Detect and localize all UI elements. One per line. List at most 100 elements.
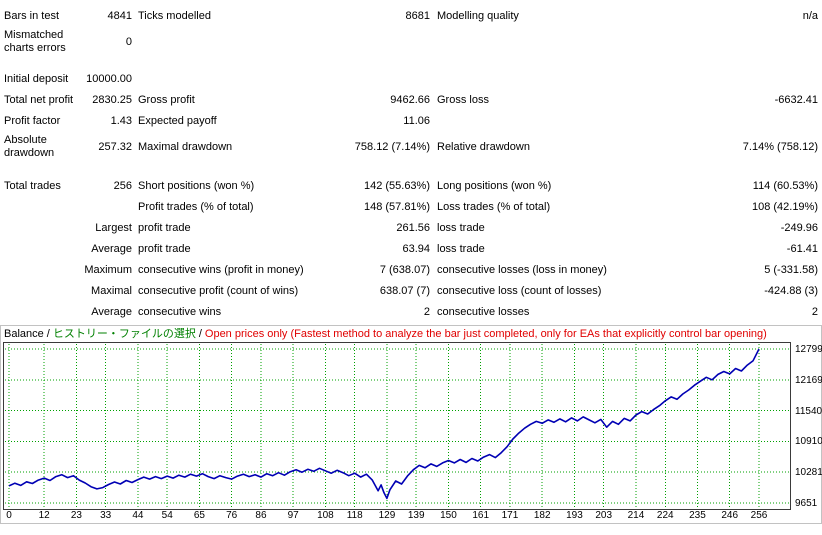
table-row: Profit factor 1.43 Expected payoff 11.06 bbox=[4, 111, 818, 132]
x-axis-label: 161 bbox=[472, 510, 490, 521]
y-axis-label: 9651 bbox=[795, 498, 818, 509]
x-axis-label: 86 bbox=[255, 510, 267, 521]
table-cell-l1 bbox=[4, 311, 76, 315]
table-cell-l1 bbox=[4, 269, 76, 273]
table-cell-l3: Relative drawdown bbox=[437, 140, 530, 153]
table-cell-v3: 7.14% (758.12) bbox=[742, 140, 818, 153]
table-cell-l1 bbox=[4, 290, 76, 294]
table-row: Initial deposit 10000.00 bbox=[4, 69, 818, 90]
chart-header: Balance / ヒストリー・ファイルの選択 / Open prices only (… bbox=[1, 326, 821, 342]
x-axis-label: 193 bbox=[566, 510, 583, 521]
table-cell-l1: Absolute drawdown bbox=[4, 134, 55, 159]
x-axis-label: 44 bbox=[132, 510, 144, 521]
table-cell-v1: 4841 bbox=[107, 10, 132, 22]
x-axis-label: 65 bbox=[193, 510, 205, 521]
table-cell-l2: consecutive wins (profit in money) bbox=[138, 264, 304, 276]
table-row: Total net profit 2830.25 Gross profit 9462.… bbox=[4, 90, 818, 111]
x-axis-label: 0 bbox=[6, 510, 12, 521]
table-cell-l2 bbox=[132, 78, 330, 82]
table-cell-v1: 257.32 bbox=[98, 140, 132, 153]
strategy-tester-report: Bars in test 4841 Ticks modelled 8681 Modell… bbox=[0, 6, 822, 524]
x-axis-label: 235 bbox=[689, 510, 706, 521]
table-cell-v3: -61.41 bbox=[786, 243, 818, 255]
table-cell-v1: Maximum bbox=[84, 264, 132, 276]
y-axis-label: 12799 bbox=[795, 344, 822, 355]
table-cell-l1: Total trades bbox=[4, 180, 61, 192]
table-cell-v2: 148 (57.81%) bbox=[363, 201, 430, 213]
x-axis-label: 171 bbox=[501, 510, 519, 521]
table-row: Absolute drawdown 257.32 Maximal drawdown 7… bbox=[4, 132, 818, 162]
table-row: Average consecutive wins 2 consecutive loss… bbox=[4, 302, 818, 323]
x-axis-label: 118 bbox=[346, 510, 363, 521]
table-cell-l2: Maximal drawdown bbox=[138, 140, 233, 153]
chart-note: Open prices only (Fastest method to anal… bbox=[204, 328, 767, 340]
balance-line bbox=[8, 348, 760, 500]
table-cell-v3: 108 (42.19%) bbox=[751, 201, 818, 213]
table-cell-l3 bbox=[430, 120, 640, 124]
table-cell-l3: consecutive loss (count of losses) bbox=[437, 285, 602, 297]
table-cell-l3: consecutive losses (loss in money) bbox=[437, 264, 607, 276]
table-cell-v2: 7 (638.07) bbox=[379, 264, 430, 276]
table-cell-l1 bbox=[4, 206, 76, 210]
x-axis-label: 76 bbox=[226, 510, 238, 521]
table-cell-v1: Maximal bbox=[91, 285, 132, 297]
table-cell-l2: Expected payoff bbox=[138, 115, 217, 127]
table-cell-v3: -249.96 bbox=[780, 222, 818, 234]
table-row: Total trades 256 Short positions (won %) 14… bbox=[4, 176, 818, 197]
chart-body: 12799 12169 11540 10910 10281 9651 bbox=[1, 342, 822, 510]
table-cell-v2: 63.94 bbox=[402, 243, 430, 255]
x-axis-label: 246 bbox=[721, 510, 739, 521]
table-cell-v1: 2830.25 bbox=[92, 94, 132, 106]
table-cell-v1 bbox=[76, 206, 132, 210]
x-axis-label: 224 bbox=[656, 510, 674, 521]
table-row: Bars in test 4841 Ticks modelled 8681 Modell… bbox=[4, 6, 818, 27]
table-cell-v3: -424.88 (3) bbox=[764, 285, 818, 297]
table-cell-l2: Gross profit bbox=[138, 94, 195, 106]
table-cell-v3: 114 (60.53%) bbox=[752, 180, 818, 192]
table-cell-v2 bbox=[330, 40, 430, 44]
table-cell-v1: 10000.00 bbox=[86, 73, 132, 85]
table-cell-l1: Mismatched charts errors bbox=[4, 29, 66, 54]
table-cell-v3 bbox=[640, 40, 818, 44]
x-axis-label: 54 bbox=[161, 510, 173, 521]
table-cell-l3: loss trade bbox=[437, 243, 485, 255]
x-axis-label: 256 bbox=[750, 510, 768, 521]
table-cell-v3: -6632.41 bbox=[774, 94, 818, 106]
table-cell-l3: Loss trades (% of total) bbox=[437, 201, 551, 213]
table-cell-v1: 1.43 bbox=[110, 115, 132, 127]
table-row: Profit trades (% of total) 148 (57.81%) Lo… bbox=[4, 197, 818, 218]
table-cell-l3: Modelling quality bbox=[437, 10, 519, 22]
table-row: Average profit trade 63.94 loss trade -61.41 bbox=[4, 239, 818, 260]
table-cell-l1: Profit factor bbox=[4, 115, 61, 127]
table-cell-l2: consecutive profit (count of wins) bbox=[138, 285, 299, 297]
x-axis-label: 129 bbox=[378, 510, 396, 521]
table-cell-l3 bbox=[430, 40, 640, 44]
table-cell-v2: 8681 bbox=[405, 10, 430, 22]
separator: / bbox=[46, 328, 50, 340]
table-row: Maximum consecutive wins (profit in money… bbox=[4, 260, 818, 281]
table-cell-v1: 256 bbox=[113, 180, 132, 192]
table-cell-v2: 261.56 bbox=[396, 222, 430, 234]
table-cell-l3: consecutive losses bbox=[437, 306, 530, 318]
table-cell-v1: Average bbox=[91, 243, 132, 255]
table-cell-l3: loss trade bbox=[437, 222, 485, 234]
table-cell-v2: 9462.66 bbox=[390, 94, 430, 106]
table-cell-v2: 142 (55.63%) bbox=[363, 180, 430, 192]
table-row: Mismatched charts errors 0 bbox=[4, 27, 818, 57]
table-cell-v1: 0 bbox=[125, 35, 132, 48]
table-cell-l1: Total net profit bbox=[4, 94, 74, 106]
chart-series-label: Balance bbox=[4, 328, 44, 340]
table-row: Largest profit trade 261.56 loss trade -249.… bbox=[4, 218, 818, 239]
table-cell-v2: 2 bbox=[423, 306, 430, 318]
balance-chart: Balance / ヒストリー・ファイルの選択 / Open prices only (… bbox=[0, 325, 822, 524]
table-cell-l1 bbox=[4, 248, 76, 252]
table-cell-v2: 11.06 bbox=[403, 115, 430, 127]
x-axis-label: 33 bbox=[100, 510, 112, 521]
table-cell-v2 bbox=[330, 78, 430, 82]
table-cell-v2: 758.12 (7.14%) bbox=[354, 140, 430, 153]
table-cell-v3 bbox=[640, 78, 818, 82]
table-cell-l3: Long positions (won %) bbox=[437, 180, 552, 192]
x-axis-label: 108 bbox=[317, 510, 334, 521]
table-cell-v1: Largest bbox=[95, 222, 132, 234]
x-axis-label: 97 bbox=[287, 510, 299, 521]
